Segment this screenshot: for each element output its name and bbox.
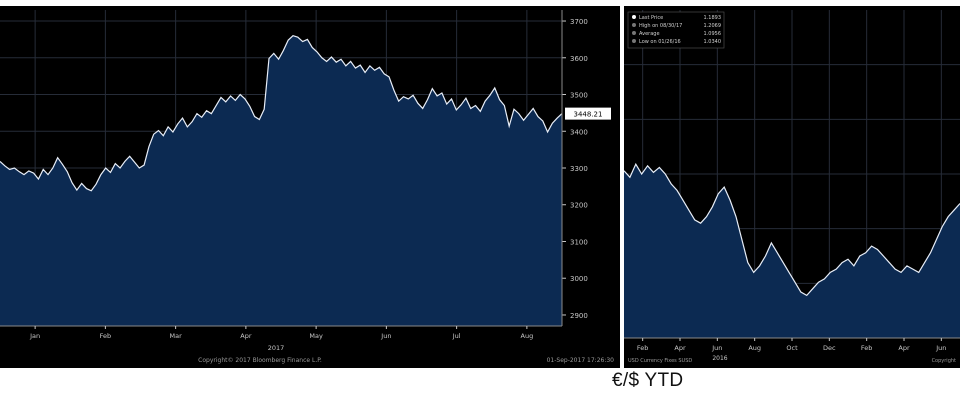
index-chart-panel: 3700 3600 3500 3400 3300 3200 3100 3000 2900 Jan F…: [0, 6, 620, 368]
legend-box: [627, 11, 725, 49]
legend-value: 1.1893: [704, 15, 722, 21]
x-tick-label: Aug: [521, 332, 534, 340]
last-value-box: [565, 107, 611, 120]
x-tick-label: Feb: [637, 344, 649, 352]
x-tick-label: Aug: [748, 344, 761, 352]
y-tick-label: 3600: [570, 55, 588, 63]
x-tick-label: Feb: [861, 344, 873, 352]
legend-marker: [632, 31, 636, 35]
x-tick-label: Jun: [380, 332, 391, 340]
legend-label: Average: [639, 31, 660, 37]
x-tick-label: Dec: [823, 344, 836, 352]
series-area-fill: [624, 164, 960, 338]
copyright-footer: Copyright: [932, 358, 956, 364]
last-value-label: 3448.21: [574, 111, 603, 119]
y-tick-label: 3500: [570, 92, 588, 100]
timestamp-footer: 01-Sep-2017 17:26:30: [547, 357, 615, 364]
x-tick-label: Jun: [935, 344, 946, 352]
legend-value: 1.0340: [704, 39, 722, 45]
last-value-callout: 3448.21: [565, 107, 611, 120]
legend-label: High on 08/30/17: [639, 23, 682, 29]
y-tick-label: 3700: [570, 18, 588, 26]
index-area-chart: 3700 3600 3500 3400 3300 3200 3100 3000 2900 Jan F…: [0, 10, 615, 364]
legend-marker: [632, 15, 636, 19]
eurusd-chart-panel: Feb Apr Jun Aug Oct Dec Feb Apr Jun 2016 Last Pric…: [624, 6, 960, 368]
legend-value: 1.0956: [704, 31, 722, 37]
legend-label: Last Price: [639, 15, 663, 21]
legend-value: 1.2069: [704, 23, 722, 29]
legend-label: Low on 01/26/16: [639, 39, 681, 45]
x-year-label: 2016: [712, 355, 727, 362]
y-tick-label: 3100: [570, 238, 588, 246]
legend-marker: [632, 39, 636, 43]
y-tick-label: 3300: [570, 165, 588, 173]
eurusd-area-chart: Feb Apr Jun Aug Oct Dec Feb Apr Jun 2016 Last Pric…: [624, 10, 960, 364]
x-tick-label: Apr: [240, 332, 252, 340]
x-tick-label: Jun: [711, 344, 722, 352]
y-tick-label: 2900: [570, 312, 588, 320]
series-area-fill: [0, 35, 562, 326]
series-line: [0, 35, 563, 192]
x-tick-label: May: [309, 332, 323, 340]
legend-marker: [632, 23, 636, 27]
x-tick-label: Jan: [29, 332, 40, 340]
eurusd-caption: €/$ YTD: [612, 370, 684, 391]
y-tick-label: 3200: [570, 202, 588, 210]
series-line: [624, 162, 960, 297]
x-tick-label: Apr: [674, 344, 686, 352]
y-tick-label: 3400: [570, 128, 588, 136]
legend: Last Price 1.1893 High on 08/30/17 1.2069 Av…: [627, 11, 725, 49]
source-footer: USD Currency Fixes SUSD: [628, 358, 692, 364]
x-tick-label: Jul: [452, 332, 461, 340]
x-tick-label: Oct: [786, 344, 798, 352]
y-tick-label: 3000: [570, 275, 588, 283]
x-year-label: 2017: [268, 344, 285, 352]
x-tick-label: Mar: [169, 332, 182, 340]
x-tick-label: Feb: [100, 332, 112, 340]
copyright-footer: Copyright© 2017 Bloomberg Finance L.P.: [198, 357, 322, 364]
x-tick-label: Apr: [898, 344, 910, 352]
